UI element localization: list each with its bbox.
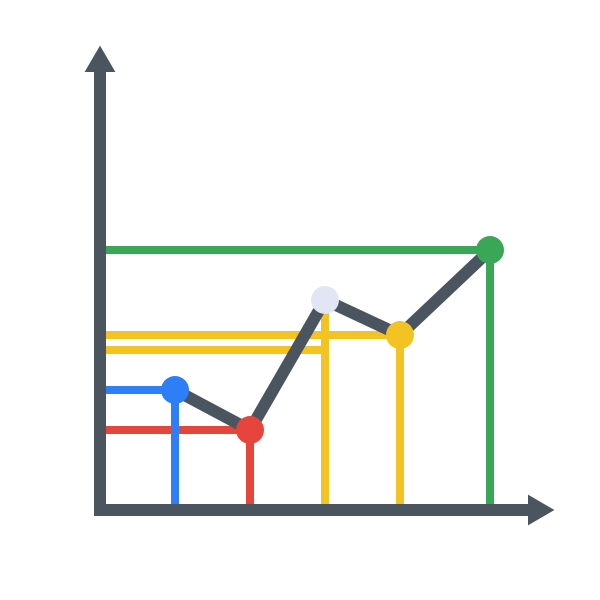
data-marker	[476, 236, 504, 264]
y-axis-arrowhead	[85, 46, 116, 72]
series-line	[175, 250, 490, 430]
data-marker	[161, 376, 189, 404]
line-chart-icon	[0, 0, 600, 600]
data-marker	[386, 321, 414, 349]
axes-group	[85, 46, 555, 526]
data-marker	[311, 286, 339, 314]
series-line-group	[175, 250, 490, 430]
x-axis-arrowhead	[528, 495, 554, 526]
data-marker	[236, 416, 264, 444]
